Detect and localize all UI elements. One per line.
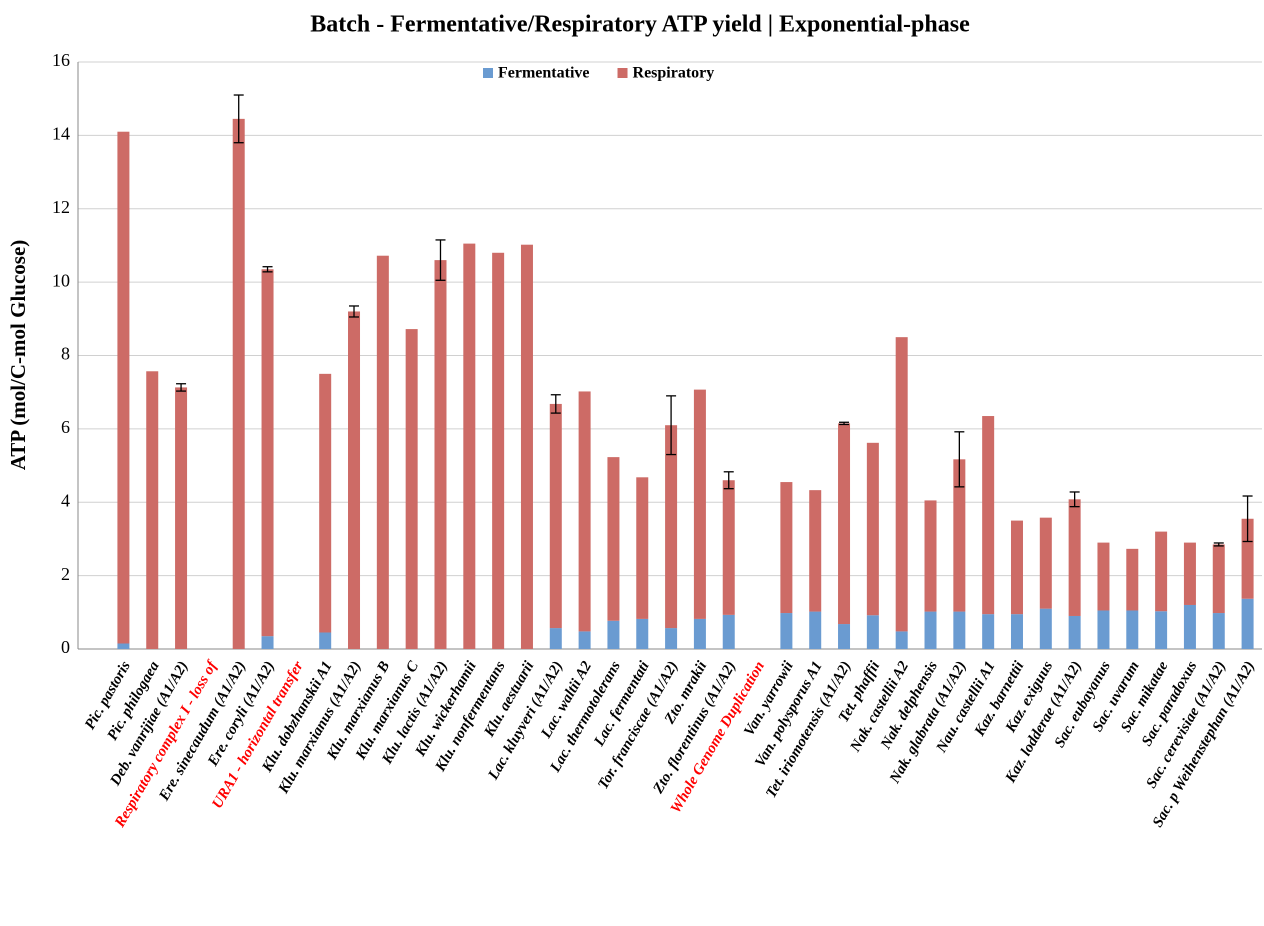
y-tick-label: 2 bbox=[61, 564, 70, 584]
bar-segment bbox=[1155, 611, 1168, 649]
bar-segment bbox=[895, 337, 908, 632]
bar-segment bbox=[146, 371, 159, 649]
y-tick-label: 0 bbox=[61, 637, 70, 657]
bar-segment bbox=[924, 500, 937, 612]
bar-segment bbox=[463, 243, 476, 649]
bar-segment bbox=[434, 260, 447, 649]
y-tick-label: 12 bbox=[52, 197, 70, 217]
bar-segment bbox=[1183, 542, 1196, 605]
bar-segment bbox=[809, 490, 822, 612]
bar-segment bbox=[693, 389, 706, 619]
bar-segment bbox=[492, 252, 505, 649]
bar-segment bbox=[1010, 520, 1023, 615]
bar-segment bbox=[780, 613, 793, 649]
bar-segment bbox=[1126, 610, 1139, 649]
bar-segment bbox=[1155, 531, 1168, 612]
bar-segment bbox=[520, 244, 533, 650]
bar-segment bbox=[1097, 542, 1110, 611]
bar-segment bbox=[1010, 614, 1023, 649]
bar-segment bbox=[895, 631, 908, 649]
bar-segment bbox=[117, 643, 130, 649]
bar-segment bbox=[261, 636, 274, 649]
bar-segment bbox=[924, 611, 937, 649]
y-tick-label: 8 bbox=[61, 344, 70, 364]
bar-segment bbox=[1039, 517, 1052, 609]
bar-segment bbox=[175, 387, 188, 649]
bar-segment bbox=[636, 477, 649, 619]
bar-segment bbox=[665, 425, 678, 629]
bar-segment bbox=[866, 615, 879, 649]
y-tick-label: 10 bbox=[52, 270, 70, 290]
bar-segment bbox=[1097, 610, 1110, 649]
bar-segment bbox=[693, 618, 706, 649]
legend-swatch bbox=[617, 68, 628, 78]
bar-segment bbox=[838, 624, 851, 649]
bar-segment bbox=[232, 118, 245, 650]
legend-swatch bbox=[483, 68, 493, 78]
y-tick-label: 16 bbox=[52, 50, 70, 70]
bar-segment bbox=[1212, 613, 1225, 649]
bar-segment bbox=[982, 416, 995, 615]
bar-segment bbox=[780, 482, 793, 614]
bar-segment bbox=[261, 269, 274, 637]
bar-segment bbox=[319, 373, 332, 633]
bar-segment bbox=[1212, 544, 1225, 614]
bar-segment bbox=[578, 631, 591, 649]
y-tick-label: 14 bbox=[52, 124, 70, 144]
bar-segment bbox=[549, 628, 562, 649]
bar-segment bbox=[953, 459, 966, 612]
bar-segment bbox=[1126, 548, 1139, 611]
y-axis-label: ATP (mol/C-mol Glucose) bbox=[6, 240, 30, 471]
bar-segment bbox=[665, 628, 678, 649]
legend-label: Respiratory bbox=[633, 65, 715, 82]
y-tick-label: 4 bbox=[61, 490, 70, 510]
bar-segment bbox=[722, 480, 735, 615]
bar-segment bbox=[578, 391, 591, 632]
bar-segment bbox=[607, 457, 620, 621]
bar-segment bbox=[348, 311, 361, 649]
bar-segment bbox=[1241, 598, 1254, 649]
legend-label: Fermentative bbox=[498, 65, 590, 82]
bar-segment bbox=[405, 329, 418, 649]
bar-segment bbox=[1241, 518, 1254, 599]
bar-segment bbox=[376, 255, 389, 649]
bar-segment bbox=[1068, 615, 1081, 649]
bar-segment bbox=[1183, 604, 1196, 649]
bar-segment bbox=[549, 403, 562, 629]
bar-segment bbox=[117, 131, 130, 644]
bar-segment bbox=[1068, 499, 1081, 616]
bar-segment bbox=[607, 620, 620, 649]
bar-segment bbox=[1039, 608, 1052, 649]
bar-segment bbox=[809, 611, 822, 649]
y-tick-label: 6 bbox=[61, 417, 70, 437]
bar-segment bbox=[722, 614, 735, 649]
bar-segment bbox=[319, 632, 332, 649]
bar-segment bbox=[866, 442, 879, 616]
bar-segment bbox=[838, 423, 851, 625]
bar-segment bbox=[953, 611, 966, 649]
chart-title: Batch - Fermentative/Respiratory ATP yie… bbox=[310, 12, 970, 38]
bar-segment bbox=[982, 614, 995, 649]
bar-segment bbox=[636, 618, 649, 649]
